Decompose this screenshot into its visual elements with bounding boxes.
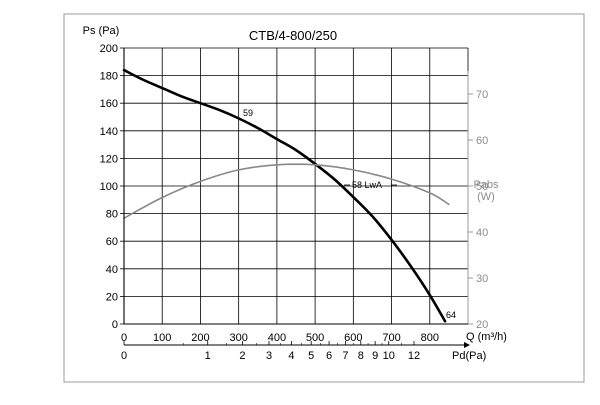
x-tick-label: 0: [121, 332, 127, 344]
pd-tick-label: 10: [383, 350, 395, 362]
pressure-curve: [122, 68, 447, 323]
power-curve: [123, 163, 450, 219]
y2-tick-label: 70: [476, 89, 488, 101]
x-tick-label: 800: [421, 332, 439, 344]
pd-tick-label: 7: [342, 350, 348, 362]
y2-tick-label: 50: [476, 181, 488, 193]
y-tick-label: 160: [100, 98, 118, 110]
y2-axis-label-line2: (W): [477, 191, 495, 203]
x-tick-label: 100: [153, 332, 171, 344]
annotation-58-lwa: 58 LwA: [352, 180, 382, 190]
x-tick-label: 600: [344, 332, 362, 344]
pd-tick-label: 0: [121, 350, 127, 362]
y-tick-label: 120: [100, 153, 118, 165]
y-tick-label: 80: [106, 209, 118, 221]
x-tick-label: 200: [191, 332, 209, 344]
pd-tick-label: 1: [205, 350, 211, 362]
y-tick-label: 100: [100, 181, 118, 193]
y-tick-label: 40: [106, 264, 118, 276]
y2-tick-label: 20: [476, 319, 488, 331]
pd-tick-label: 5: [308, 350, 314, 362]
pd-tick-label: 3: [266, 350, 272, 362]
x-tick-label: 300: [229, 332, 247, 344]
chart-title: CTB/4-800/250: [249, 28, 337, 43]
y2-axis-label-line1: Pabs: [473, 179, 499, 191]
pd-tick-label: 2: [239, 350, 245, 362]
y-tick-label: 180: [100, 71, 118, 83]
y-tick-label: 60: [106, 236, 118, 248]
x-tick-label: 500: [306, 332, 324, 344]
y2-tick-label: 30: [476, 273, 488, 285]
annotation-59: 59: [243, 108, 253, 118]
y-tick-label: 200: [100, 43, 118, 55]
pd-tick-label: 4: [288, 350, 294, 362]
y2-tick-label: 40: [476, 227, 488, 239]
y2-tick-label: 60: [476, 135, 488, 147]
x-tick-label: 700: [382, 332, 400, 344]
pd-tick-label: 8: [358, 350, 364, 362]
y-tick-label: 0: [112, 319, 118, 331]
pd-tick-label: 9: [372, 350, 378, 362]
pd-tick-label: 12: [408, 350, 420, 362]
pd-tick-label: 6: [326, 350, 332, 362]
y-axis-label: Ps (Pa): [83, 25, 120, 37]
annotation-64: 64: [446, 310, 456, 320]
x-tick-label: 400: [268, 332, 286, 344]
y-tick-label: 140: [100, 126, 118, 138]
y-tick-label: 20: [106, 291, 118, 303]
x2-axis-label: Pd(Pa): [452, 350, 486, 362]
x-axis-label: Q (m³/h): [466, 331, 507, 343]
pd-axis-arrow: [464, 342, 470, 348]
outer-border: [63, 13, 585, 383]
